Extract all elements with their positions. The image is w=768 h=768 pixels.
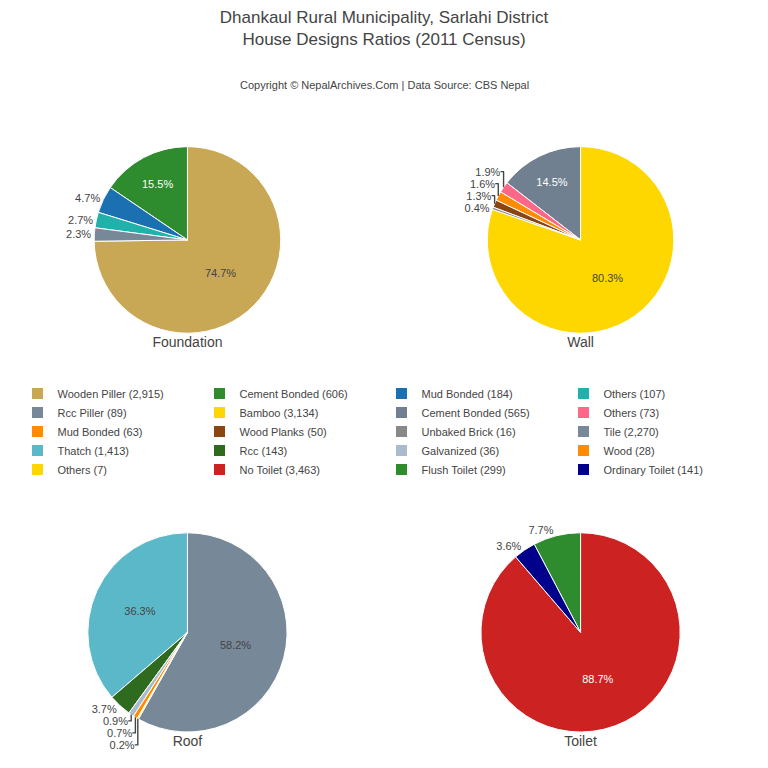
svg-text:58.2%: 58.2% [220,639,251,651]
svg-text:No Toilet (3,463): No Toilet (3,463) [240,464,321,476]
svg-text:Others (107): Others (107) [604,388,666,400]
svg-text:2.3%: 2.3% [66,228,91,240]
svg-text:Thatch (1,413): Thatch (1,413) [58,445,130,457]
svg-text:Wood Planks (50): Wood Planks (50) [240,426,327,438]
svg-text:Others (73): Others (73) [604,407,660,419]
svg-text:Wall: Wall [567,334,594,350]
svg-text:1.6%: 1.6% [470,178,495,190]
svg-text:Rcc (143): Rcc (143) [240,445,288,457]
svg-text:3.6%: 3.6% [496,540,521,552]
svg-text:Roof: Roof [173,733,203,749]
svg-text:15.5%: 15.5% [142,178,173,190]
svg-text:Tile (2,270): Tile (2,270) [604,426,659,438]
svg-text:36.3%: 36.3% [124,605,155,617]
svg-text:Toilet: Toilet [564,733,597,749]
svg-text:Wooden Piller (2,915): Wooden Piller (2,915) [58,388,164,400]
svg-text:Others (7): Others (7) [58,464,108,476]
svg-text:Bamboo (3,134): Bamboo (3,134) [240,407,319,419]
svg-text:0.4%: 0.4% [465,202,490,214]
svg-text:Foundation: Foundation [152,334,222,350]
svg-text:Dhankaul Rural Municipality, S: Dhankaul Rural Municipality, Sarlahi Dis… [220,8,549,49]
svg-text:4.7%: 4.7% [75,192,100,204]
svg-text:88.7%: 88.7% [582,673,613,685]
svg-text:Cement Bonded (606): Cement Bonded (606) [240,388,348,400]
svg-text:0.2%: 0.2% [110,739,135,751]
svg-text:Unbaked Brick (16): Unbaked Brick (16) [422,426,516,438]
svg-text:14.5%: 14.5% [536,176,567,188]
svg-text:3.7%: 3.7% [92,703,117,715]
svg-text:80.3%: 80.3% [592,272,623,284]
svg-text:Flush Toilet (299): Flush Toilet (299) [422,464,506,476]
svg-text:Mud Bonded (63): Mud Bonded (63) [58,426,143,438]
svg-text:Ordinary Toilet (141): Ordinary Toilet (141) [604,464,703,476]
svg-text:0.9%: 0.9% [103,715,128,727]
svg-text:Cement Bonded (565): Cement Bonded (565) [422,407,530,419]
svg-text:Galvanized (36): Galvanized (36) [422,445,500,457]
svg-text:Wood (28): Wood (28) [604,445,655,457]
svg-text:1.9%: 1.9% [475,166,500,178]
svg-text:7.7%: 7.7% [528,524,553,536]
svg-text:Mud Bonded (184): Mud Bonded (184) [422,388,513,400]
svg-text:Rcc Piller (89): Rcc Piller (89) [58,407,127,419]
svg-text:2.7%: 2.7% [68,214,93,226]
svg-text:0.7%: 0.7% [107,727,132,739]
svg-text:74.7%: 74.7% [205,267,236,279]
svg-text:1.3%: 1.3% [466,190,491,202]
svg-text:Copyright © NepalArchives.Com: Copyright © NepalArchives.Com | Data Sou… [240,79,529,91]
